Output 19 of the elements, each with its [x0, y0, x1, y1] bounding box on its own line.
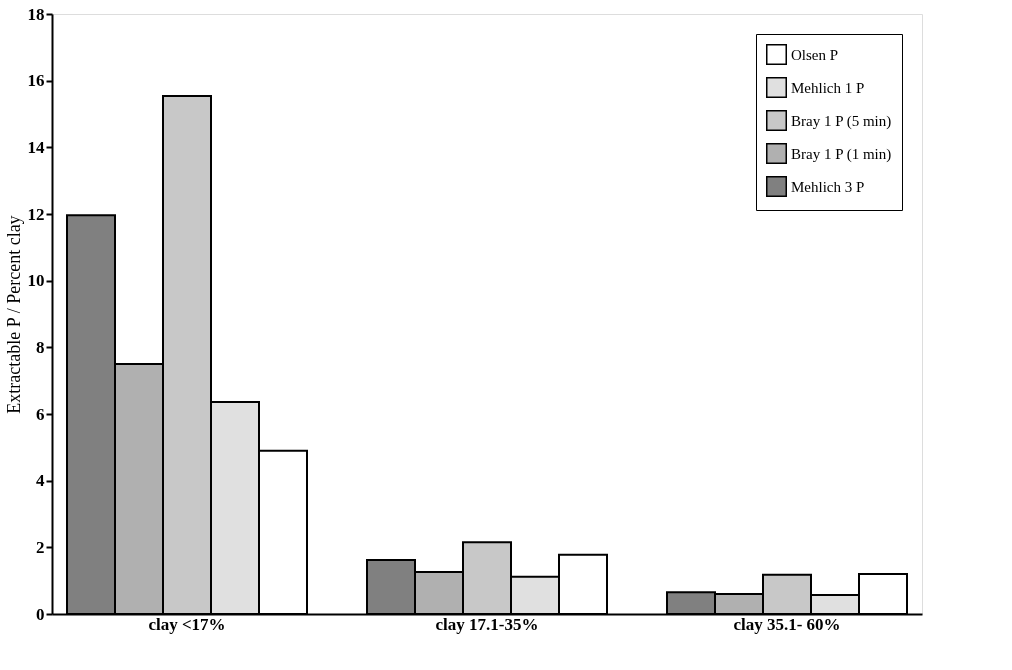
- x-tick-label: clay 35.1- 60%: [733, 614, 841, 634]
- y-tick-label: 6: [36, 404, 45, 424]
- legend-label: Mehlich 3 P: [791, 178, 865, 195]
- y-tick-label: 14: [27, 137, 45, 157]
- legend-label: Bray 1 P (5 min): [791, 112, 892, 130]
- x-tick-label: clay 17.1-35%: [435, 614, 539, 634]
- y-tick-label: 18: [27, 4, 45, 24]
- y-tick-label: 2: [36, 537, 45, 557]
- y-tick-label: 10: [27, 271, 45, 291]
- legend-label: Bray 1 P (1 min): [791, 145, 892, 163]
- y-tick-label: 16: [27, 71, 45, 91]
- y-axis-title: Extractable P / Percent clay: [3, 215, 24, 414]
- y-tick-label: 12: [27, 204, 45, 224]
- legend-label: Olsen P: [791, 46, 839, 63]
- y-tick-label: 4: [36, 471, 45, 491]
- y-tick-label: 8: [36, 337, 45, 357]
- x-tick-label: clay <17%: [148, 614, 226, 634]
- y-tick-label: 0: [36, 604, 45, 624]
- legend-label: Mehlich 1 P: [791, 79, 865, 96]
